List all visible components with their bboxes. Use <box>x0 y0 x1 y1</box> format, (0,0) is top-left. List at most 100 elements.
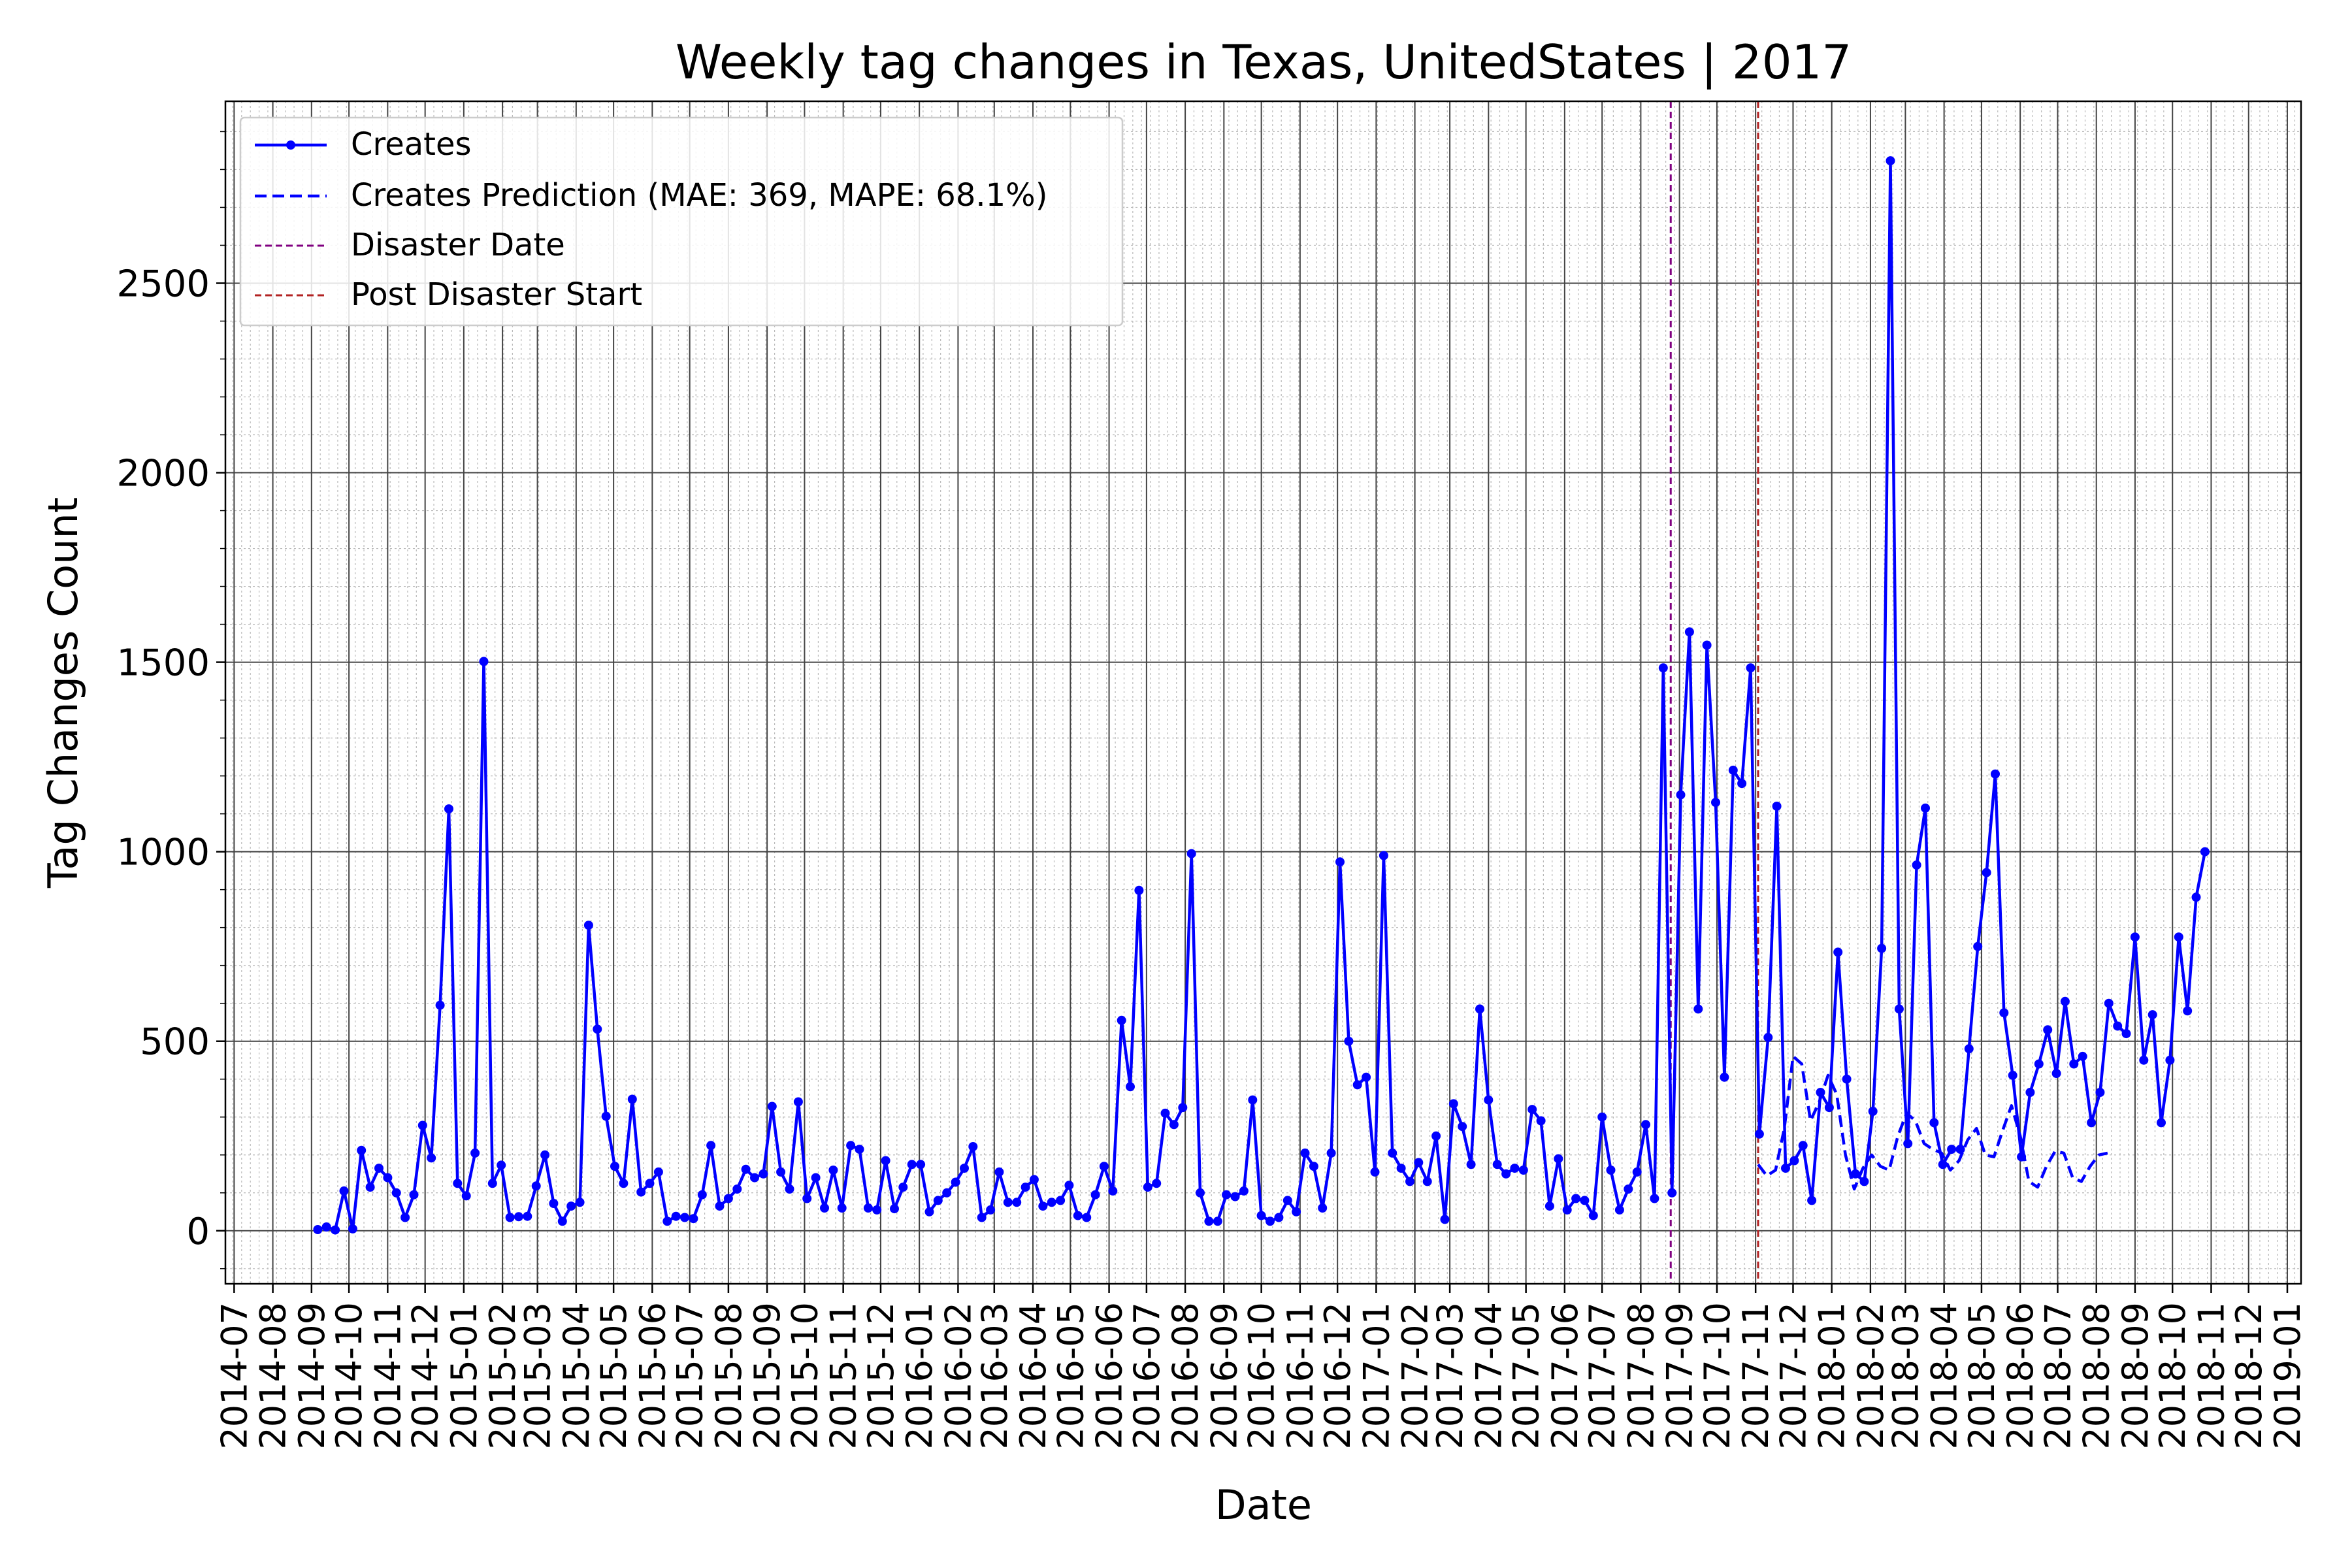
creates-point <box>636 1187 646 1197</box>
creates-point <box>1143 1183 1152 1192</box>
x-tick-label: 2015-10 <box>784 1302 825 1450</box>
creates-point <box>1929 1118 1939 1128</box>
creates-point <box>2121 1029 2131 1039</box>
x-tick-label: 2014-12 <box>405 1302 446 1450</box>
creates-point <box>1134 885 1144 895</box>
creates-point <box>890 1204 899 1214</box>
creates-point <box>933 1196 943 1205</box>
x-tick-label: 2015-08 <box>708 1302 749 1450</box>
creates-point <box>1169 1120 1179 1130</box>
creates-point <box>1186 849 1196 858</box>
x-tick-label: 2018-05 <box>1961 1302 2002 1450</box>
creates-point <box>2087 1118 2097 1128</box>
creates-point <box>339 1186 349 1196</box>
creates-point <box>514 1212 523 1222</box>
creates-point <box>723 1194 733 1203</box>
creates-point <box>470 1148 480 1158</box>
creates-point <box>610 1162 619 1171</box>
x-tick-label: 2017-11 <box>1735 1302 1776 1450</box>
creates-point <box>1021 1183 1030 1192</box>
y-tick-label: 2500 <box>116 263 210 305</box>
creates-point <box>461 1191 471 1201</box>
creates-point <box>1344 1036 1354 1046</box>
creates-point <box>1580 1196 1590 1205</box>
x-tick-label: 2018-08 <box>2076 1302 2117 1450</box>
creates-point <box>1352 1080 1362 1090</box>
x-tick-label: 2015-03 <box>517 1302 559 1450</box>
creates-point <box>409 1190 419 1200</box>
creates-point <box>977 1213 987 1222</box>
creates-point <box>1789 1156 1799 1166</box>
creates-point <box>1196 1188 1205 1198</box>
creates-point <box>1152 1179 1162 1188</box>
creates-point <box>2148 1010 2157 1020</box>
x-tick-label: 2018-07 <box>2037 1302 2078 1450</box>
creates-point <box>2043 1025 2053 1035</box>
x-tick-label: 2018-01 <box>1812 1302 1853 1450</box>
creates-point <box>357 1145 367 1155</box>
creates-point <box>1684 627 1694 637</box>
creates-point <box>1720 1072 1729 1082</box>
x-tick-label: 2017-03 <box>1429 1302 1471 1450</box>
creates-point <box>1466 1160 1476 1169</box>
creates-point <box>802 1194 812 1203</box>
creates-point <box>1544 1201 1554 1211</box>
x-tick-label: 2014-07 <box>214 1302 255 1450</box>
x-tick-label: 2017-05 <box>1506 1302 1547 1450</box>
x-tick-label: 2014-11 <box>367 1302 408 1450</box>
creates-point <box>549 1199 559 1208</box>
creates-point <box>811 1173 821 1183</box>
creates-point <box>557 1217 567 1226</box>
creates-point <box>383 1173 393 1183</box>
x-tick-label: 2015-12 <box>860 1302 902 1450</box>
x-tick-label: 2017-07 <box>1582 1302 1623 1450</box>
creates-point <box>916 1160 926 1169</box>
creates-point <box>2060 996 2070 1006</box>
creates-point <box>1064 1181 1074 1190</box>
creates-point <box>645 1179 655 1188</box>
creates-point <box>505 1213 515 1222</box>
creates-point <box>785 1184 794 1194</box>
creates-point <box>1178 1103 1188 1113</box>
creates-point <box>1090 1190 1100 1200</box>
x-tick-label: 2018-10 <box>2152 1302 2193 1450</box>
creates-point <box>1099 1162 1109 1171</box>
creates-point <box>1230 1192 1240 1201</box>
y-axis-ticks: 0 500 1000 1500 2000 2500 <box>116 131 225 1269</box>
creates-point <box>2069 1059 2079 1069</box>
creates-point <box>1676 790 1686 800</box>
y-tick-label: 1500 <box>116 642 210 685</box>
prediction-line <box>1757 1054 2108 1191</box>
x-tick-label: 2018-03 <box>1885 1302 1926 1450</box>
x-tick-label: 2016-01 <box>899 1302 940 1450</box>
creates-point <box>1248 1095 1258 1105</box>
creates-point <box>1003 1198 1013 1207</box>
creates-point <box>2051 1069 2061 1078</box>
creates-point <box>619 1179 629 1188</box>
series-layer <box>313 156 2210 1235</box>
creates-point <box>1597 1112 1607 1122</box>
creates-point <box>1667 1188 1677 1198</box>
x-tick-label: 2017-10 <box>1697 1302 1738 1450</box>
creates-point <box>1038 1201 1048 1211</box>
creates-point <box>942 1188 952 1198</box>
creates-point <box>453 1179 463 1188</box>
x-tick-label: 2016-02 <box>938 1302 979 1450</box>
creates-point <box>601 1111 611 1121</box>
legend-creates-label: Creates <box>351 126 472 163</box>
creates-point <box>2130 932 2140 942</box>
creates-point <box>1309 1162 1318 1171</box>
legend: Creates Creates Prediction (MAE: 369, MA… <box>239 116 1124 327</box>
creates-point <box>1842 1074 1852 1084</box>
plot-frame <box>224 100 2302 1285</box>
creates-point <box>1650 1194 1659 1203</box>
creates-point <box>924 1207 934 1217</box>
x-tick-label: 2018-04 <box>1924 1302 1965 1450</box>
creates-point <box>872 1205 882 1215</box>
creates-point <box>2025 1088 2035 1097</box>
legend-box <box>239 116 1124 327</box>
creates-point <box>1414 1158 1424 1168</box>
creates-point <box>653 1167 663 1177</box>
creates-point <box>2008 1070 2017 1080</box>
creates-point <box>907 1160 917 1169</box>
